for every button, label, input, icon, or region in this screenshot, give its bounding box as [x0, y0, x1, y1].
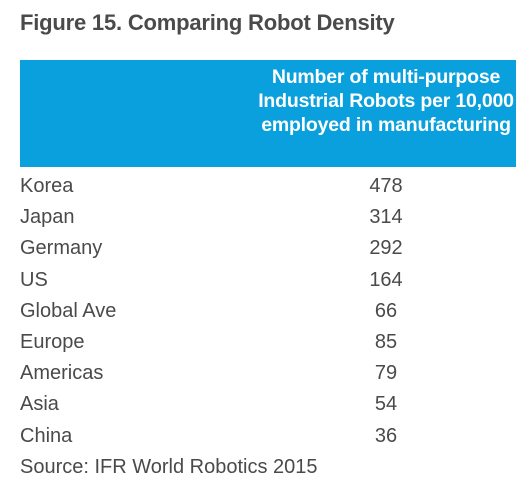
row-value: 66: [374, 299, 398, 322]
table-header-band: Number of multi-purpose Industrial Robot…: [20, 60, 516, 167]
robot-density-table: Number of multi-purpose Industrial Robot…: [20, 60, 516, 452]
row-label: Asia: [20, 393, 59, 416]
table-row: Germany 292: [20, 233, 516, 264]
row-value: 54: [374, 393, 398, 416]
row-value: 79: [374, 362, 398, 385]
row-label: China: [20, 424, 73, 447]
row-label: Global Ave: [20, 299, 117, 322]
table-row: Korea 478: [20, 171, 516, 202]
table-body: Korea 478 Japan 314 Germany 292 US 164 Global Av…: [20, 171, 516, 452]
source-note: Source: IFR World Robotics 2015: [20, 456, 318, 478]
row-value: 36: [374, 424, 398, 447]
row-value: 478: [369, 175, 403, 198]
table-row: Global Ave 66: [20, 296, 516, 327]
row-label: Korea: [20, 175, 74, 198]
row-label: US: [20, 268, 48, 291]
table-row: Americas 79: [20, 358, 516, 389]
row-label: Europe: [20, 331, 85, 354]
table-row: Europe 85: [20, 327, 516, 358]
figure-title: Figure 15. Comparing Robot Density: [20, 10, 395, 35]
table-row: US 164: [20, 265, 516, 296]
table-row: Asia 54: [20, 389, 516, 420]
row-value: 314: [369, 206, 403, 229]
table-row: China 36: [20, 421, 516, 452]
column-header-robots-per-10000: Number of multi-purpose Industrial Robot…: [258, 66, 514, 136]
row-label: Japan: [20, 206, 75, 229]
row-value: 85: [374, 331, 398, 354]
row-label: Germany: [20, 237, 103, 260]
row-label: Americas: [20, 362, 104, 385]
table-row: Japan 314: [20, 202, 516, 233]
row-value: 292: [369, 237, 403, 260]
row-value: 164: [369, 268, 403, 291]
